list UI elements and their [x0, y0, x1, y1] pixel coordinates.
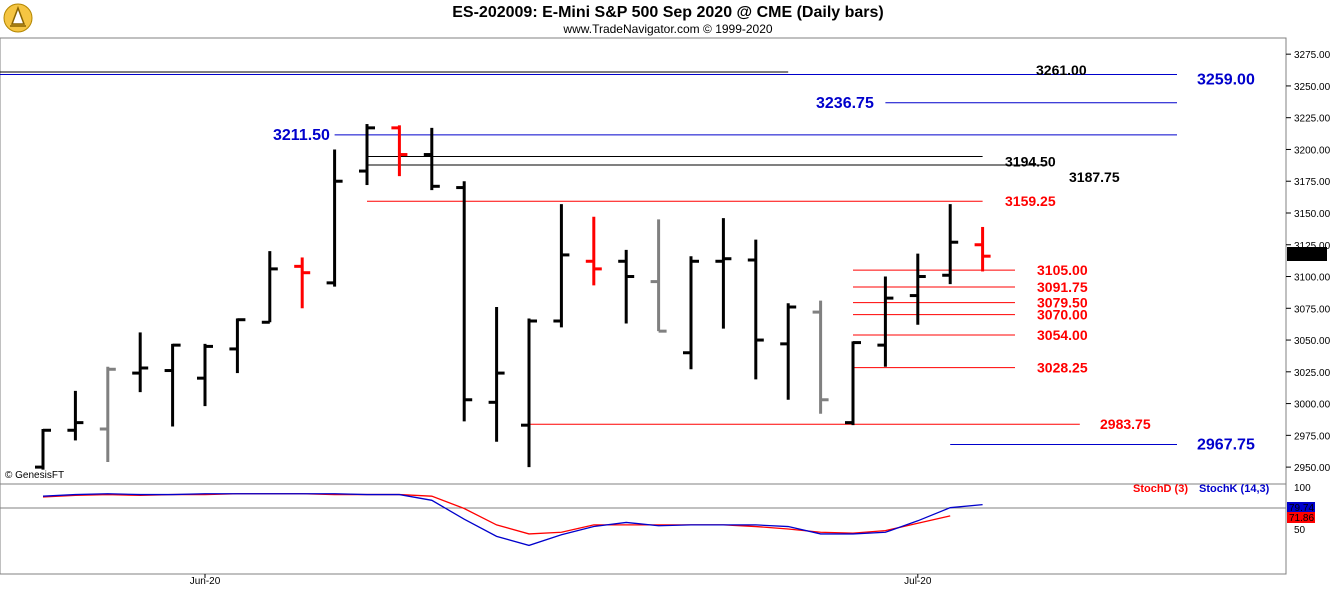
ohlc-bar: [164, 343, 181, 427]
stoch-top-label: 100: [1294, 483, 1311, 494]
stoch-value-tag: 79.74: [1289, 503, 1314, 514]
ohlc-bar: [261, 251, 278, 324]
tradenavigator-logo-icon: [3, 3, 33, 33]
y-tick-label: 3000.00: [1294, 400, 1331, 411]
last-price-tag-box: [1287, 247, 1327, 261]
stoch-value-tag-box: [1287, 512, 1315, 523]
y-tick-label: 2975.00: [1294, 431, 1331, 442]
y-tick-label: 3075.00: [1294, 304, 1331, 315]
price-bars: [35, 124, 991, 470]
ohlc-bar: [812, 300, 829, 414]
y-tick-label: 3225.00: [1294, 114, 1331, 125]
stoch-value-tag-box: [1287, 502, 1315, 513]
ohlc-bar: [35, 428, 51, 470]
level-label: 3105.00: [1037, 262, 1088, 278]
ohlc-bar: [67, 390, 84, 441]
ohlc-bar: [942, 204, 959, 285]
y-tick-label: 3275.00: [1294, 50, 1331, 61]
ohlc-bar: [715, 218, 732, 329]
y-tick-label: 3050.00: [1294, 336, 1331, 347]
ohlc-bar: [132, 332, 149, 393]
level-label: 3194.50: [1005, 153, 1056, 169]
ohlc-bar: [553, 204, 570, 328]
ohlc-bar: [197, 343, 213, 407]
stoch-value-tag: 71.86: [1289, 513, 1314, 524]
ohlc-bar: [521, 318, 537, 468]
level-label: 3261.00: [1036, 62, 1087, 78]
level-label: 3259.00: [1197, 71, 1255, 88]
ohlc-bar: [877, 276, 894, 367]
ohlc-bar: [780, 303, 797, 400]
ohlc-bar: [326, 149, 343, 287]
ohlc-bar: [391, 125, 408, 177]
ohlc-bar: [585, 216, 602, 286]
legend-stochk: StochK (14,3): [1199, 483, 1270, 495]
level-label: 3054.00: [1037, 327, 1088, 343]
ohlc-bar: [618, 249, 635, 324]
level-label: 3236.75: [816, 95, 874, 112]
last-price-tag: 3115.50: [1289, 250, 1325, 261]
ohlc-bar: [747, 239, 764, 380]
date-axis: Jun-20 Jul-20: [190, 574, 932, 587]
ohlc-bar: [683, 256, 699, 370]
level-label: 2967.75: [1197, 437, 1255, 454]
support-resistance-levels: 3261.00 3259.00 3236.75 3211.50 3194.50 3187.…: [0, 62, 1255, 454]
y-tick-label: 3250.00: [1294, 82, 1331, 93]
ohlc-bar: [488, 307, 505, 442]
ohlc-bar: [99, 366, 116, 463]
legend-stochd: StochD (3): [1133, 483, 1188, 495]
y-tick-label: 2950.00: [1294, 463, 1331, 474]
stoch-series-line: [42, 493, 983, 547]
ohlc-bar: [294, 257, 311, 309]
stoch-tick-label: 50: [1294, 525, 1306, 536]
chart-title: ES-202009: E-Mini S&P 500 Sep 2020 @ CME…: [452, 4, 883, 21]
y-tick-label: 3100.00: [1294, 273, 1331, 284]
y-tick-label: 3200.00: [1294, 145, 1331, 156]
y-tick-label: 3125.00: [1294, 241, 1331, 252]
indicator-panel-frame: [0, 483, 1287, 575]
watermark: © GenesisFT: [5, 470, 64, 481]
price-axis: 3275.00 3250.00 3225.00 3200.00 3175.00 3150.…: [1286, 50, 1331, 474]
y-tick-label: 3175.00: [1294, 177, 1331, 188]
level-label: 3187.75: [1069, 169, 1120, 185]
x-tick-label: Jun-20: [190, 576, 221, 587]
ohlc-bar: [974, 226, 991, 272]
ohlc-bar: [359, 124, 375, 186]
ohlc-bar: [845, 341, 861, 426]
chart-subtitle: www.TradeNavigator.com © 1999-2020: [562, 22, 772, 36]
x-tick-label: Jul-20: [904, 576, 932, 587]
level-label: 3091.75: [1037, 279, 1088, 295]
level-label: 3211.50: [273, 127, 330, 144]
level-label: 3159.25: [1005, 193, 1056, 209]
y-tick-label: 3025.00: [1294, 368, 1331, 379]
ohlc-bar: [650, 219, 667, 333]
y-tick-label: 3150.00: [1294, 209, 1331, 220]
level-label: 3079.50: [1037, 295, 1088, 311]
level-label: 2983.75: [1100, 416, 1151, 432]
ohlc-bar: [909, 253, 926, 325]
ohlc-bar: [229, 318, 246, 374]
ohlc-bar: [456, 181, 473, 422]
level-label: 3070.00: [1037, 307, 1088, 323]
ohlc-bar: [423, 127, 440, 191]
level-label: 3028.25: [1037, 360, 1088, 376]
